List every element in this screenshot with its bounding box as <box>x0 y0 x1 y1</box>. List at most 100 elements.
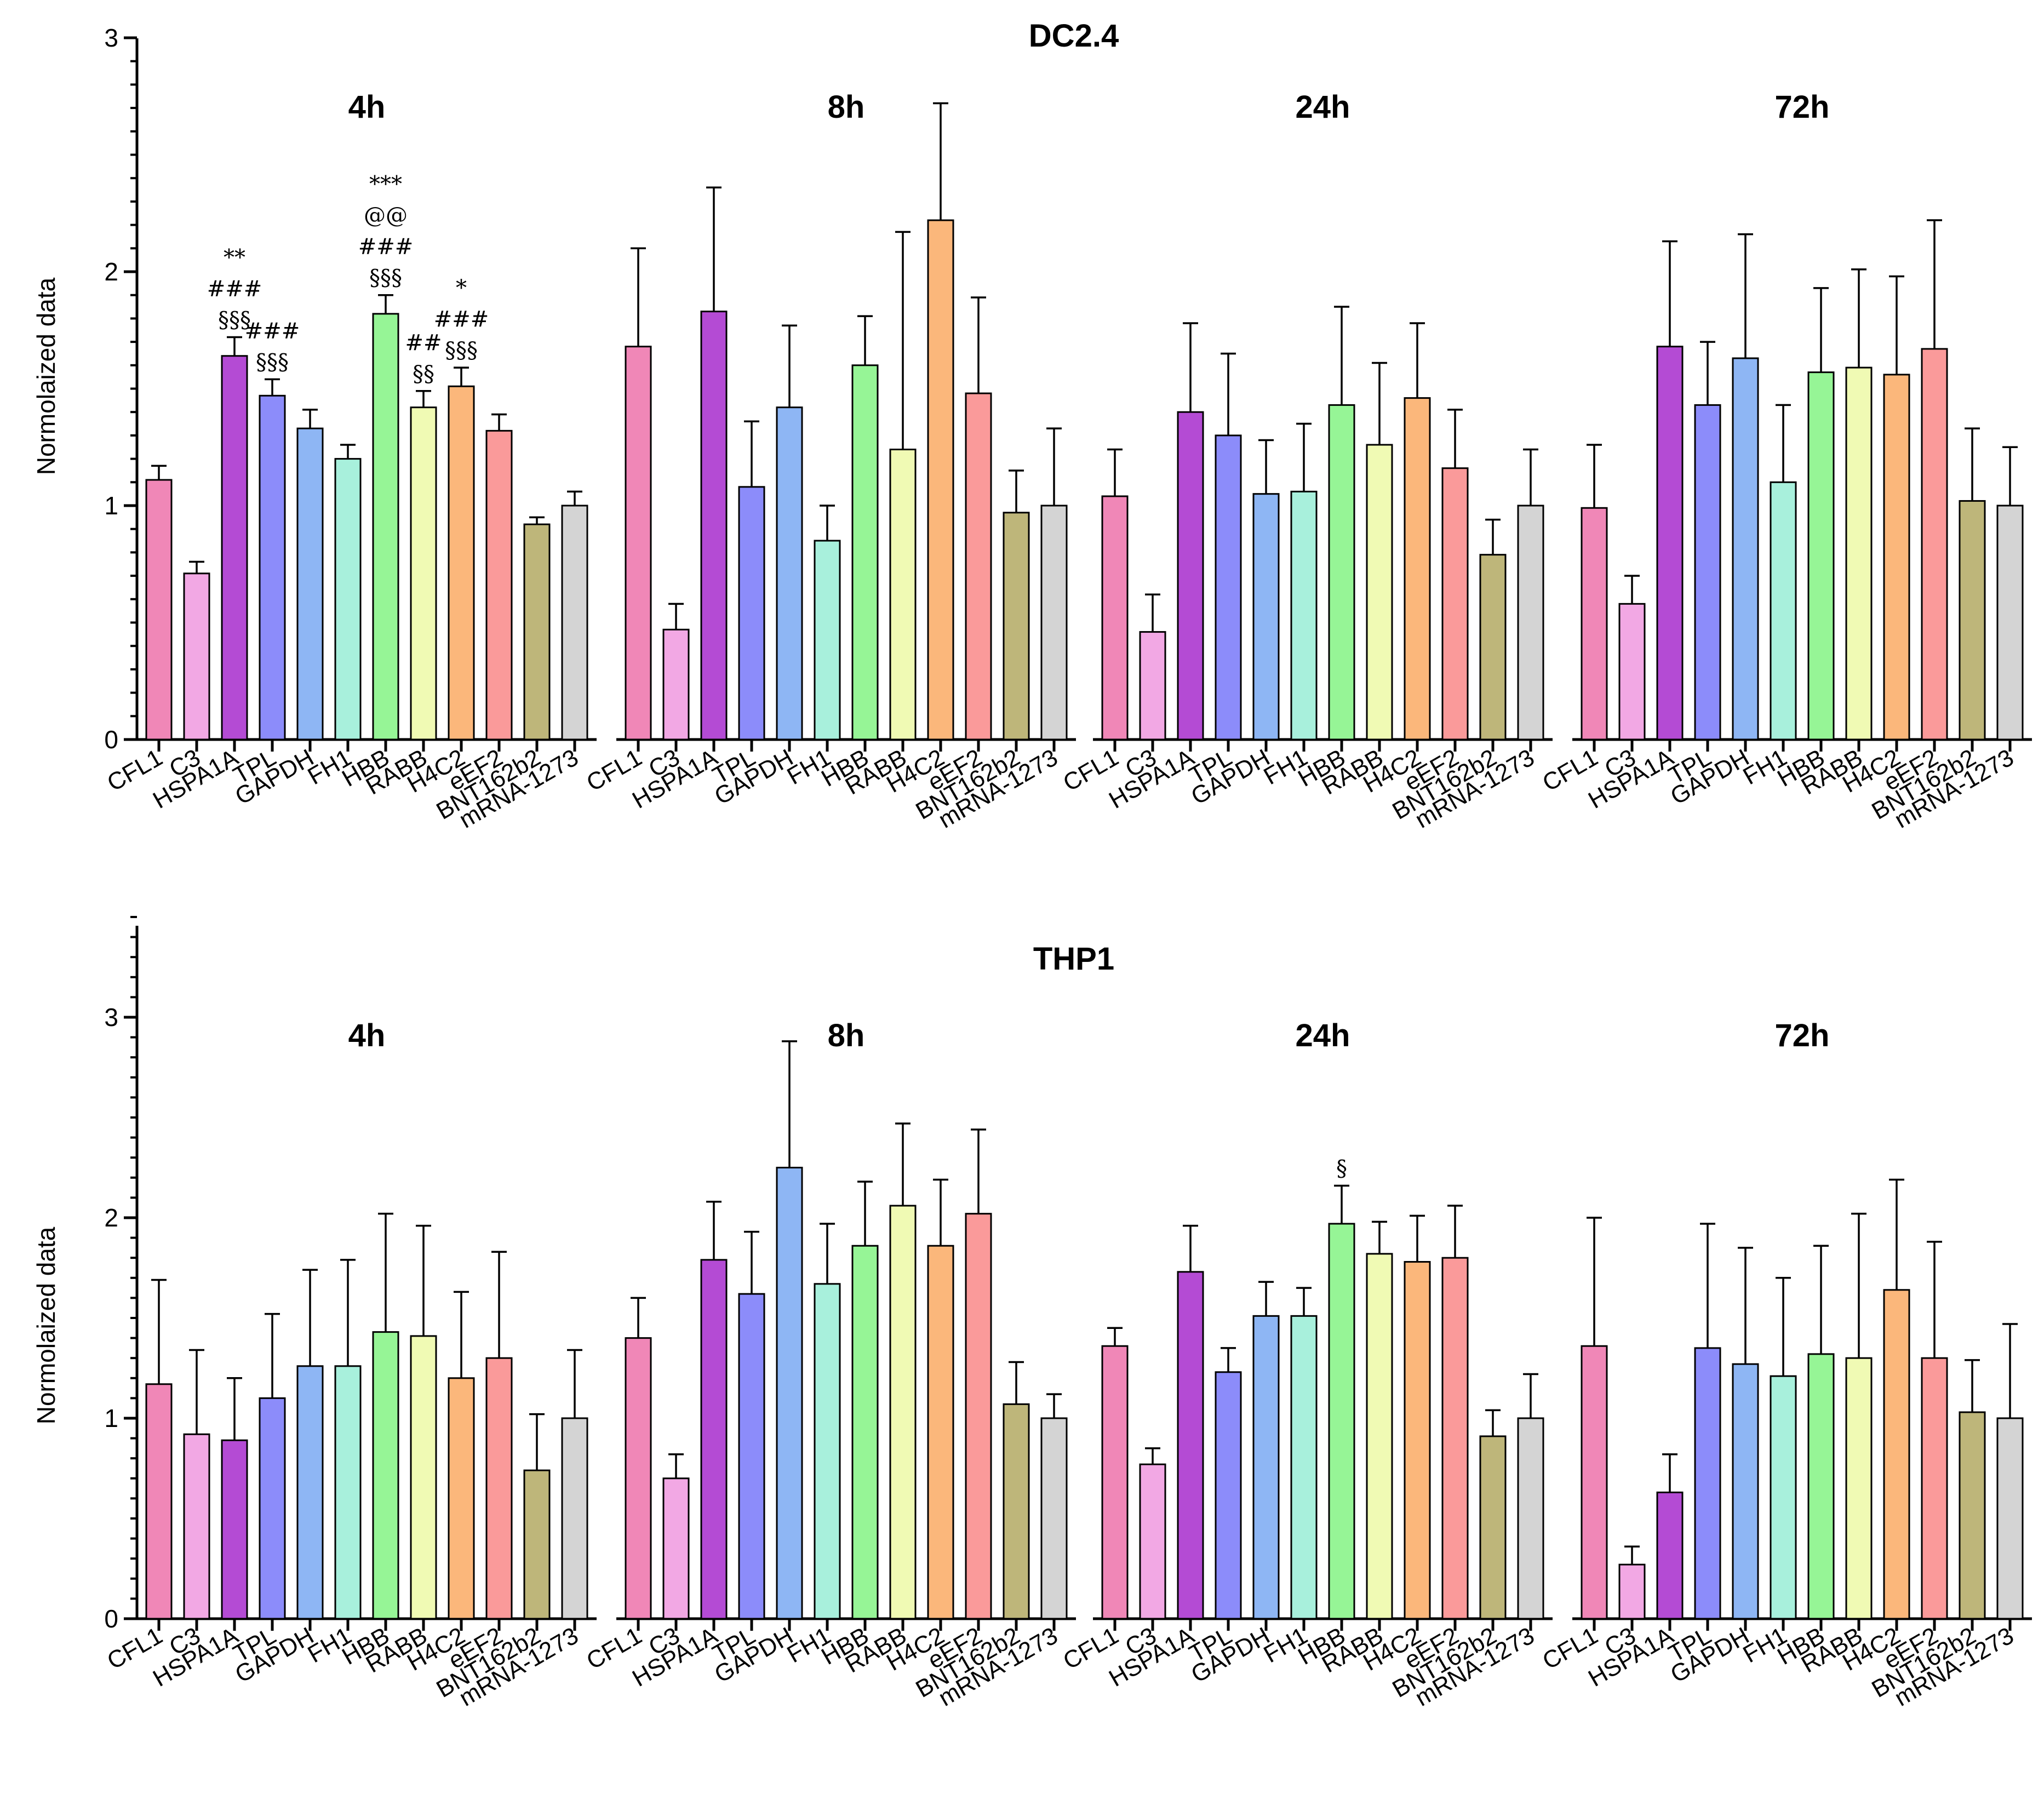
timepoint-label: 8h <box>828 89 865 125</box>
significance-annotation: §§§ <box>445 338 478 363</box>
bar <box>1581 1345 1608 1620</box>
bar <box>485 1357 513 1620</box>
bar <box>1040 1417 1068 1620</box>
significance-annotation: ### <box>434 307 489 332</box>
bar <box>1618 603 1646 741</box>
bar <box>1366 1253 1393 1620</box>
bar <box>1845 366 1873 741</box>
bar <box>1732 357 1759 741</box>
timepoint-label: 4h <box>348 1018 386 1053</box>
panel-thp1: THP1 Normolaized data 01234hCFL1C3HSPA1A… <box>32 916 2032 1712</box>
bar <box>776 406 803 741</box>
bar <box>1139 631 1166 741</box>
bar <box>1581 507 1608 741</box>
bar <box>372 1331 399 1620</box>
bar <box>1517 505 1544 741</box>
bar <box>221 355 248 741</box>
bar <box>1139 1463 1166 1620</box>
bar <box>1441 467 1469 741</box>
bar <box>1040 505 1068 741</box>
bar <box>1996 1417 2024 1620</box>
y-tick-label: 2 <box>104 1203 118 1232</box>
bar <box>1404 1261 1431 1620</box>
bar <box>889 1205 917 1620</box>
bar <box>738 1293 765 1620</box>
bar <box>662 628 690 741</box>
bar <box>145 479 173 741</box>
bar <box>485 429 513 741</box>
bar <box>296 427 324 741</box>
significance-annotation: * <box>456 276 467 301</box>
bar <box>1366 444 1393 741</box>
bar <box>448 1377 475 1620</box>
y-tick-label: 3 <box>104 24 118 52</box>
bar <box>1252 1315 1280 1620</box>
significance-annotation: ### <box>358 234 414 260</box>
significance-annotation: ## <box>405 330 442 356</box>
significance-annotation: *** <box>369 172 402 197</box>
bar <box>1921 1357 1948 1620</box>
bar <box>927 219 954 741</box>
timepoint-label: 72h <box>1775 89 1830 125</box>
bar <box>561 505 588 741</box>
bar <box>1732 1363 1759 1620</box>
panel-title: THP1 <box>1033 941 1114 977</box>
y-tick-label: 1 <box>104 1404 118 1432</box>
bar <box>1290 1315 1318 1620</box>
bar <box>1252 493 1280 741</box>
y-tick-label: 2 <box>104 257 118 286</box>
bar <box>776 1167 803 1620</box>
bar <box>1921 348 1948 741</box>
timepoint-label: 24h <box>1296 89 1350 125</box>
bar <box>625 1337 652 1620</box>
bar <box>814 540 841 741</box>
bar <box>1656 346 1684 741</box>
y-axis-label: Normolaized data <box>32 277 60 475</box>
bar <box>1807 371 1835 741</box>
bar <box>1003 512 1030 741</box>
bar <box>1770 481 1797 741</box>
bar <box>334 1365 362 1620</box>
bar <box>1101 1345 1129 1620</box>
bar <box>523 1469 551 1620</box>
bar <box>1215 1371 1242 1620</box>
bar <box>410 406 437 741</box>
bar <box>738 486 765 741</box>
bar <box>1996 505 2024 741</box>
bar <box>965 1213 992 1620</box>
bar <box>1328 1223 1355 1620</box>
bar <box>1479 1435 1507 1620</box>
bar <box>296 1365 324 1620</box>
bar <box>1003 1403 1030 1620</box>
bar <box>1517 1417 1544 1620</box>
bar <box>700 311 728 741</box>
bar <box>1883 374 1910 741</box>
bar <box>889 449 917 741</box>
significance-annotation: § <box>1336 1156 1347 1181</box>
significance-annotation: ### <box>207 277 262 302</box>
significance-annotation: §§ <box>413 362 434 387</box>
bar <box>183 1433 210 1620</box>
bar <box>410 1335 437 1620</box>
bar <box>965 392 992 741</box>
bar <box>1328 404 1355 741</box>
y-tick-label: 0 <box>104 1604 118 1633</box>
y-tick-label: 3 <box>104 1003 118 1031</box>
bar <box>1404 397 1431 741</box>
bar <box>1807 1353 1835 1620</box>
bar <box>145 1383 173 1620</box>
bar <box>1694 404 1721 741</box>
significance-annotation: §§§ <box>369 266 402 291</box>
bar <box>1618 1563 1646 1620</box>
y-tick-label: 1 <box>104 491 118 520</box>
bar <box>1479 554 1507 741</box>
bar <box>259 1397 286 1620</box>
bar <box>814 1283 841 1620</box>
bar <box>927 1245 954 1620</box>
bar <box>448 385 475 741</box>
significance-annotation: §§§ <box>256 349 289 375</box>
panel-dc24: DC2.4 Normolaized data 01234hCFL1C3HSPA1… <box>32 18 2032 834</box>
bar <box>523 523 551 741</box>
bar <box>1694 1347 1721 1620</box>
